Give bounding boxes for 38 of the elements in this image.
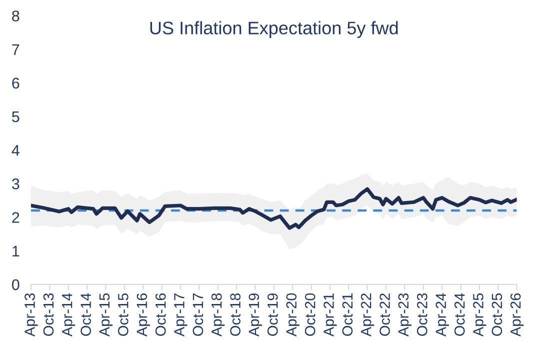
x-tick-label: Apr-20 (286, 293, 300, 337)
y-tick-label: 3 (12, 178, 20, 190)
x-tick-label: Oct-20 (304, 293, 316, 336)
x-tick-label: Apr-16 (136, 293, 150, 337)
x-tick-label: Oct-25 (492, 293, 502, 336)
x-tick-label: Apr-23 (398, 293, 412, 337)
y-tick-label: 2 (12, 212, 20, 223)
line-series (31, 187, 517, 230)
x-tick-label: Oct-17 (192, 294, 204, 336)
x-tick-label: Oct-15 (118, 293, 128, 336)
x-tick-label: Oct-13 (43, 293, 54, 336)
y-tick-label: 0 (12, 279, 20, 290)
x-tick-label: Apr-25 (473, 293, 486, 337)
x-tick-label: Oct-16 (155, 293, 166, 336)
x-tick-label: Apr-26 (510, 293, 524, 337)
x-tick-label: Oct-14 (80, 293, 91, 336)
x-tick-label: Oct-19 (267, 293, 278, 336)
x-tick-label: Apr-15 (99, 293, 112, 337)
x-tick-label: Apr-24 (436, 293, 449, 337)
y-tick-label: 5 (12, 112, 20, 122)
x-tick-label: Apr-19 (248, 293, 262, 337)
x-tick-label: Apr-13 (24, 293, 38, 337)
y-tick-label: 7 (12, 44, 20, 55)
x-tick-label: Apr-22 (360, 293, 374, 337)
chart-title: US Inflation Expectation 5y fwd (150, 21, 398, 38)
x-tick-label: Apr-14 (62, 293, 76, 337)
x-tick-label: Oct-18 (230, 293, 240, 336)
y-tick-label: 6 (12, 78, 20, 89)
x-tick-label: Apr-18 (211, 293, 225, 337)
y-tick-label: 4 (12, 145, 20, 156)
x-tick-label: Apr-17 (174, 293, 188, 337)
x-tick-label: Apr-21 (324, 293, 337, 337)
y-tick-label: 8 (12, 10, 20, 22)
x-tick-label: Oct-24 (454, 293, 465, 336)
x-tick-label: Oct-22 (380, 294, 390, 336)
x-tick-label: Oct-21 (342, 293, 353, 336)
x-tick-label: Oct-23 (416, 293, 428, 336)
y-tick-label: 1 (12, 246, 20, 256)
